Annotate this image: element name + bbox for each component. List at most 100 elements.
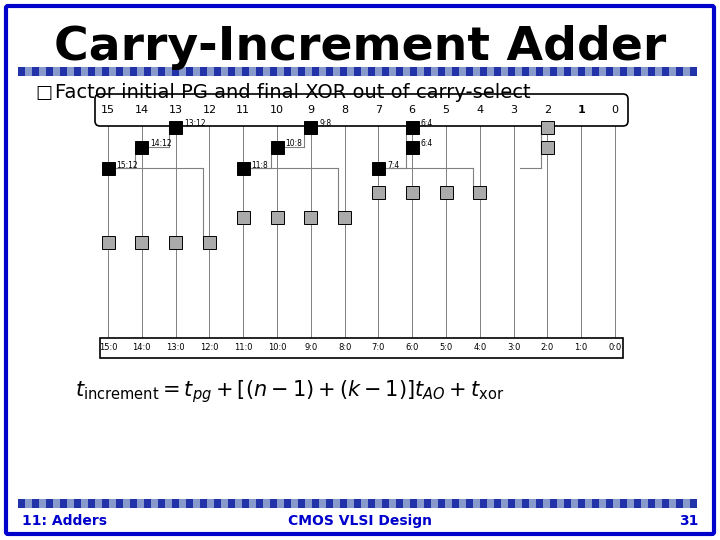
Bar (312, 67, 319, 76)
Bar (172, 67, 179, 76)
Bar (508, 499, 515, 508)
Bar (165, 67, 172, 76)
Bar (39, 499, 46, 508)
Bar (123, 499, 130, 508)
Text: 10: 10 (270, 105, 284, 115)
Bar (221, 499, 228, 508)
Bar (165, 499, 172, 508)
Bar (25, 499, 32, 508)
Bar (515, 499, 522, 508)
Bar (347, 67, 354, 76)
Bar (144, 499, 151, 508)
Text: 31: 31 (679, 514, 698, 528)
Text: □: □ (35, 84, 52, 102)
Text: CMOS VLSI Design: CMOS VLSI Design (288, 514, 432, 528)
Bar (18, 67, 25, 76)
Bar (466, 499, 473, 508)
Bar (487, 499, 494, 508)
Bar (368, 67, 375, 76)
Bar (81, 499, 88, 508)
Bar (135, 140, 148, 153)
Text: 10:8: 10:8 (286, 139, 302, 148)
Bar (452, 67, 459, 76)
Bar (501, 499, 508, 508)
Text: 3: 3 (510, 105, 517, 115)
Bar (405, 120, 419, 133)
Bar (263, 499, 270, 508)
Bar (354, 499, 361, 508)
Text: 6:4: 6:4 (420, 139, 433, 148)
Bar (403, 67, 410, 76)
Bar (396, 67, 403, 76)
Bar (410, 67, 417, 76)
Bar (256, 67, 263, 76)
Text: 0: 0 (611, 105, 618, 115)
Bar (271, 211, 284, 224)
Bar (641, 499, 648, 508)
Bar (550, 67, 557, 76)
Bar (116, 67, 123, 76)
Bar (186, 67, 193, 76)
Bar (207, 67, 214, 76)
Bar (158, 499, 165, 508)
Bar (438, 499, 445, 508)
Bar (439, 186, 452, 199)
Bar (74, 499, 81, 508)
Bar (228, 67, 235, 76)
Bar (237, 211, 250, 224)
Bar (417, 67, 424, 76)
Bar (207, 499, 214, 508)
Bar (599, 499, 606, 508)
Bar (291, 67, 298, 76)
Bar (648, 67, 655, 76)
Bar (116, 499, 123, 508)
Bar (669, 499, 676, 508)
Bar (529, 499, 536, 508)
Bar (627, 499, 634, 508)
Bar (627, 67, 634, 76)
Bar (39, 67, 46, 76)
Bar (109, 499, 116, 508)
Bar (123, 67, 130, 76)
Bar (284, 499, 291, 508)
FancyBboxPatch shape (6, 6, 714, 534)
Bar (431, 499, 438, 508)
Bar (683, 499, 690, 508)
Text: 15: 15 (101, 105, 115, 115)
Bar (18, 499, 25, 508)
Text: 11: 11 (236, 105, 251, 115)
Bar (179, 499, 186, 508)
Text: 9:8: 9:8 (319, 119, 331, 129)
Bar (578, 67, 585, 76)
Text: 0:0: 0:0 (608, 343, 621, 353)
Bar (242, 499, 249, 508)
Bar (541, 120, 554, 133)
Bar (676, 499, 683, 508)
Bar (396, 499, 403, 508)
Bar (578, 499, 585, 508)
Bar (109, 67, 116, 76)
Text: 11:0: 11:0 (234, 343, 253, 353)
Text: 10:0: 10:0 (268, 343, 287, 353)
Text: 4: 4 (476, 105, 483, 115)
Bar (67, 499, 74, 508)
Bar (613, 67, 620, 76)
Bar (405, 186, 419, 199)
Bar (382, 499, 389, 508)
Bar (249, 499, 256, 508)
Bar (305, 499, 312, 508)
Bar (53, 499, 60, 508)
Bar (417, 499, 424, 508)
Bar (214, 499, 221, 508)
Bar (130, 67, 137, 76)
Bar (319, 499, 326, 508)
Bar (431, 67, 438, 76)
Bar (515, 67, 522, 76)
Bar (32, 499, 39, 508)
Bar (203, 235, 216, 248)
Bar (508, 67, 515, 76)
Text: 8: 8 (341, 105, 348, 115)
Bar (95, 67, 102, 76)
Bar (151, 499, 158, 508)
Text: 13:12: 13:12 (184, 119, 206, 129)
